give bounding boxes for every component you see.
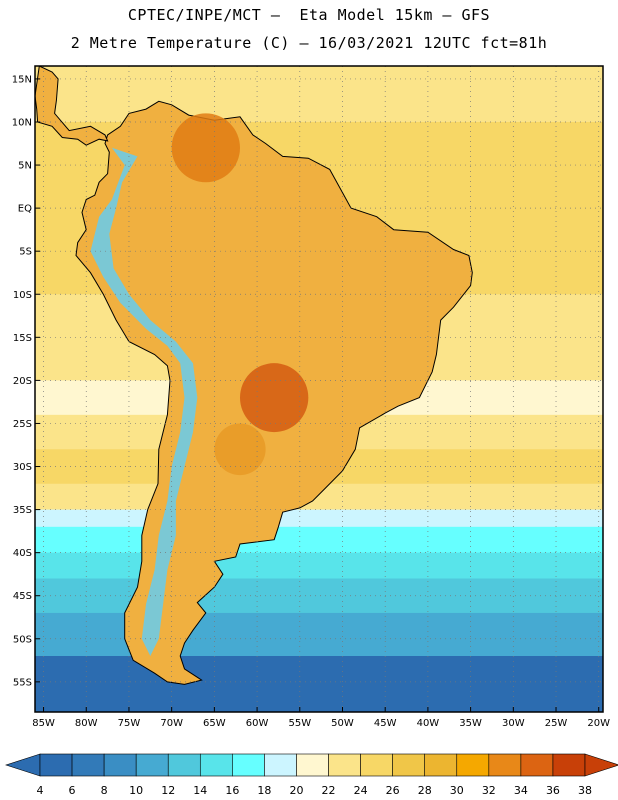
lon-tick-label: 75W — [118, 718, 141, 729]
colorbar-label: 14 — [193, 784, 207, 797]
colorbar-swatch — [488, 753, 522, 777]
lon-tick-label: 65W — [203, 718, 226, 729]
ocean-band — [35, 509, 603, 528]
map-frame — [34, 65, 604, 713]
lon-tick-label: 55W — [288, 718, 311, 729]
colorbar-swatch — [328, 753, 361, 777]
latitude-axis: 15N 10N 5N EQ 5S 10S 15S 20S 25S 30S 35S 40S 45S 50S 5… — [12, 74, 40, 688]
lat-tick-label: 15N — [12, 74, 32, 85]
lon-tick-label: 45W — [374, 718, 397, 729]
lon-tick-label: 80W — [75, 718, 98, 729]
colorbar-label: 28 — [418, 784, 432, 797]
lat-tick-label: 30S — [13, 462, 32, 473]
lon-tick-label: 60W — [246, 718, 269, 729]
land-temperature-field — [35, 66, 473, 685]
colorbar-swatch — [456, 753, 490, 777]
colorbar-label: 26 — [386, 784, 400, 797]
colorbar-right-arrow — [584, 753, 618, 777]
colorbar-swatch — [199, 753, 233, 777]
colorbar-label: 38 — [578, 784, 592, 797]
colorbar-label: 20 — [289, 784, 303, 797]
colorbar-label: 24 — [354, 784, 368, 797]
lat-tick-label: 10S — [13, 290, 32, 301]
lon-tick-label: 40W — [417, 718, 440, 729]
colorbar-swatch — [167, 753, 201, 777]
colorbar-swatch — [135, 753, 169, 777]
chart-title-line1: CPTEC/INPE/MCT – Eta Model 15km – GFS — [127, 6, 491, 24]
lon-tick-label: 30W — [502, 718, 525, 729]
colorbar-label: 30 — [450, 784, 464, 797]
ocean-band — [35, 66, 603, 123]
lat-tick-label: 50S — [13, 634, 32, 645]
central-america-landmass — [35, 66, 109, 146]
colorbar-swatch — [296, 753, 329, 777]
lat-tick-label: 15S — [13, 333, 32, 344]
colorbar-swatch — [360, 753, 393, 777]
lon-tick-label: 35W — [459, 718, 482, 729]
andes-cool-region — [90, 147, 198, 657]
colorbar-swatch — [424, 753, 458, 777]
colorbar: 4 6 8 10 12 14 16 18 20 22 24 26 28 30 32 34 36 38 — [5, 753, 618, 797]
colorbar-label: 36 — [546, 784, 560, 797]
lat-tick-label: 45S — [13, 591, 32, 602]
hot-spot — [214, 423, 266, 476]
lon-tick-label: 25W — [545, 718, 568, 729]
ocean-band — [35, 656, 603, 712]
colorbar-swatch — [264, 753, 297, 777]
temperature-map: 15N 10N 5N EQ 5S 10S 15S 20S 25S 30S 35S 40S 45S 50S 5… — [12, 65, 610, 729]
hot-spot — [171, 113, 240, 183]
colorbar-label: 4 — [37, 784, 44, 797]
colorbar-swatch — [71, 753, 105, 777]
colorbar-label: 6 — [69, 784, 76, 797]
lat-tick-label: 40S — [13, 548, 32, 559]
colorbar-label: 12 — [161, 784, 175, 797]
colorbar-label: 32 — [482, 784, 496, 797]
hot-spot — [239, 363, 309, 433]
ocean-band — [35, 552, 603, 579]
colorbar-left-arrow — [5, 753, 41, 777]
ocean-band — [35, 612, 603, 657]
lat-tick-label: EQ — [18, 204, 32, 215]
colorbar-label: 16 — [225, 784, 239, 797]
lon-tick-label: 20W — [587, 718, 610, 729]
lat-tick-label: 25S — [13, 419, 32, 430]
colorbar-swatch — [39, 753, 73, 777]
colorbar-swatch — [103, 753, 137, 777]
colorbar-swatch — [552, 753, 586, 777]
colorbar-swatch — [392, 753, 426, 777]
colorbar-swatch — [520, 753, 554, 777]
lat-tick-label: 55S — [13, 677, 32, 688]
longitude-axis: 85W 80W 75W 70W 65W 60W 55W 50W 45W 40W 35W 30W 25W 2… — [32, 707, 610, 729]
lon-tick-label: 85W — [32, 718, 55, 729]
ocean-band — [35, 526, 603, 554]
colorbar-label: 8 — [101, 784, 108, 797]
chart-title-line2: 2 Metre Temperature (C) – 16/03/2021 12U… — [70, 34, 548, 52]
lat-tick-label: 5N — [18, 161, 32, 172]
lat-tick-label: 20S — [13, 376, 32, 387]
lat-tick-label: 10N — [12, 117, 32, 128]
colorbar-label: 34 — [514, 784, 528, 797]
lat-tick-label: 5S — [19, 247, 32, 258]
colorbar-label: 10 — [129, 784, 143, 797]
colorbar-swatch — [232, 753, 265, 777]
lon-tick-label: 70W — [160, 718, 183, 729]
colorbar-label: 22 — [322, 784, 336, 797]
colorbar-label: 18 — [257, 784, 271, 797]
lat-tick-label: 35S — [13, 505, 32, 516]
lon-tick-label: 50W — [331, 718, 354, 729]
